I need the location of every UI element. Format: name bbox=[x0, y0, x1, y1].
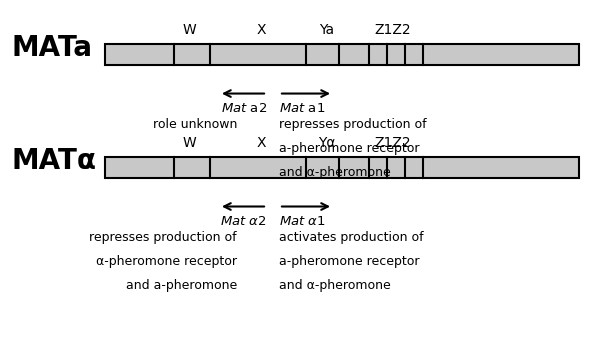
Text: $\mathit{Mat}$ a2: $\mathit{Mat}$ a2 bbox=[221, 102, 267, 115]
Bar bbox=[105, 157, 579, 178]
Text: and α-pheromone: and α-pheromone bbox=[279, 279, 391, 292]
Text: Yα: Yα bbox=[318, 136, 336, 150]
Text: Ya: Ya bbox=[319, 23, 335, 37]
Text: $\mathit{Mat}$ $\alpha$1: $\mathit{Mat}$ $\alpha$1 bbox=[279, 215, 326, 228]
Text: Z1Z2: Z1Z2 bbox=[374, 23, 412, 37]
Text: a-pheromone receptor: a-pheromone receptor bbox=[279, 142, 419, 155]
Text: and α-pheromone: and α-pheromone bbox=[279, 166, 391, 179]
Text: activates production of: activates production of bbox=[279, 231, 424, 244]
Text: represses production of: represses production of bbox=[279, 118, 427, 131]
Text: X: X bbox=[256, 23, 266, 37]
Text: MATa: MATa bbox=[12, 34, 93, 62]
Text: $\mathit{Mat}$ $\alpha$2: $\mathit{Mat}$ $\alpha$2 bbox=[220, 215, 267, 228]
Text: Z1Z2: Z1Z2 bbox=[374, 136, 412, 150]
Text: X: X bbox=[256, 136, 266, 150]
Text: a-pheromone receptor: a-pheromone receptor bbox=[279, 255, 419, 268]
Text: role unknown: role unknown bbox=[152, 118, 237, 131]
Bar bbox=[105, 44, 579, 65]
Text: MATα: MATα bbox=[12, 146, 97, 175]
Text: and a-pheromone: and a-pheromone bbox=[126, 279, 237, 292]
Text: represses production of: represses production of bbox=[89, 231, 237, 244]
Text: W: W bbox=[182, 23, 196, 37]
Text: α-pheromone receptor: α-pheromone receptor bbox=[96, 255, 237, 268]
Text: W: W bbox=[182, 136, 196, 150]
Text: $\mathit{Mat}$ a1: $\mathit{Mat}$ a1 bbox=[279, 102, 325, 115]
